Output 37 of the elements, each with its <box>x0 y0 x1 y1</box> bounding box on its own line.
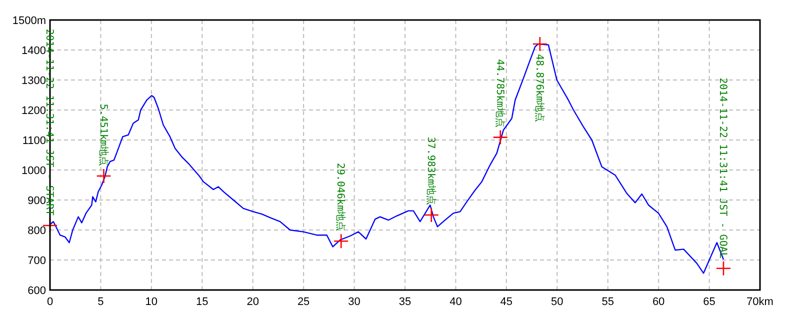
point <box>532 36 548 52</box>
point <box>424 207 440 223</box>
x-tick-label: 50 <box>551 296 564 308</box>
annotation: 5.451km地点 <box>97 104 110 166</box>
point <box>716 260 732 276</box>
y-tick-label: 1200 <box>22 105 46 117</box>
x-tick-label: 25 <box>297 296 310 308</box>
x-tick-label: 60 <box>652 296 665 308</box>
y-tick-label: 1500m <box>12 15 46 27</box>
annotation: 48.876km地点 <box>533 54 546 122</box>
x-tick-label: 20 <box>246 296 259 308</box>
y-tick-label: 1300 <box>22 75 46 87</box>
x-tick-label: 15 <box>196 296 208 308</box>
y-tick-label: 1100 <box>22 135 46 147</box>
x-tick-label: 0 <box>46 296 54 308</box>
x-tick-label: 10 <box>145 296 158 308</box>
x-tick-label: 40 <box>450 296 462 308</box>
annotation: 37.983km地点 <box>424 136 437 205</box>
y-tick-label: 600 <box>28 285 46 297</box>
y-tick-label: 800 <box>28 225 46 237</box>
y-tick-label: 700 <box>28 255 46 267</box>
point <box>333 233 349 249</box>
x-tick-label: 35 <box>398 296 412 308</box>
point <box>492 130 508 145</box>
x-tick-label: 55 <box>602 296 614 308</box>
x-tick-label: 65 <box>703 296 716 308</box>
x-tick-label: 30 <box>348 296 360 308</box>
y-tick-label: 1000 <box>22 165 46 177</box>
annotation: 29.046km地点 <box>334 162 347 232</box>
point <box>96 168 112 184</box>
y-tick-label: 900 <box>28 195 46 207</box>
y-tick-label: 1400 <box>22 45 46 57</box>
annotation: 44.785km地点 <box>494 59 506 128</box>
x-tick-label: 5 <box>98 296 104 308</box>
x-tick-label: 70km <box>746 296 774 308</box>
annotation: 2014-11-22 11:31:41 JST - GOAL <box>716 78 728 258</box>
x-tick-label: 45 <box>500 296 513 308</box>
